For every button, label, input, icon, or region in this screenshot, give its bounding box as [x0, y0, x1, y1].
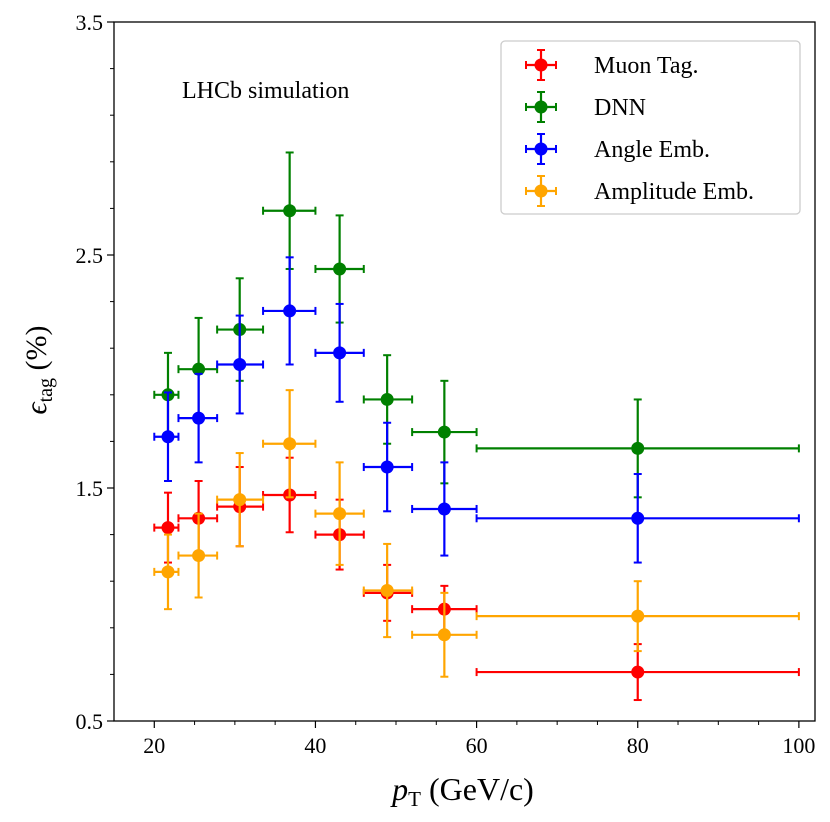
y-tick-label: 0.5 — [76, 709, 104, 734]
x-tick-label: 60 — [466, 733, 488, 758]
legend-item: Amplitude Emb. — [525, 175, 754, 207]
data-point — [380, 460, 394, 474]
legend-items: Muon Tag. DNN Angle Emb. Amplitude Emb. — [525, 49, 754, 207]
legend-label: Amplitude Emb. — [594, 179, 754, 205]
legend-label: Muon Tag. — [594, 53, 699, 79]
data-point — [233, 493, 247, 507]
y-axis-label-symbol: ϵ — [20, 401, 53, 415]
data-point — [283, 437, 297, 451]
data-point — [333, 262, 347, 276]
y-axis-label-subscript: tag — [35, 378, 57, 402]
y-tick-label: 2.5 — [76, 243, 104, 268]
data-point — [233, 358, 247, 372]
data-point — [192, 549, 206, 563]
series-angle-emb — [153, 256, 800, 564]
series-layer — [153, 151, 800, 702]
data-point — [161, 565, 175, 579]
legend-marker-dot — [534, 184, 548, 198]
data-point — [631, 609, 645, 623]
x-axis-label-symbol: p — [390, 771, 408, 807]
legend-item: Angle Emb. — [525, 133, 710, 165]
legend-box — [500, 40, 801, 215]
data-point — [380, 392, 394, 406]
data-point — [631, 511, 645, 525]
series-muon-tag — [153, 456, 800, 702]
data-point — [631, 665, 645, 679]
data-point — [437, 425, 451, 439]
data-point — [631, 441, 645, 455]
y-tick-label: 3.5 — [76, 10, 104, 35]
data-point — [161, 521, 175, 535]
data-point — [333, 346, 347, 360]
legend-marker-dot — [534, 100, 548, 114]
x-axis-label-subscript: T — [408, 787, 421, 811]
series-amplitude-emb — [153, 389, 800, 678]
legend: Muon Tag. DNN Angle Emb. Amplitude Emb. — [500, 40, 801, 215]
data-point — [192, 362, 206, 376]
data-point — [192, 411, 206, 425]
legend-label: Angle Emb. — [594, 137, 710, 163]
data-point — [380, 584, 394, 598]
x-axis-label-unit: (GeV/c) — [421, 771, 534, 807]
legend-marker-dot — [534, 142, 548, 156]
legend-label: DNN — [594, 95, 646, 121]
data-point — [161, 430, 175, 444]
data-point — [437, 628, 451, 642]
legend-marker-dot — [534, 58, 548, 72]
x-axis-label: pT (GeV/c) — [390, 771, 534, 811]
legend-item: DNN — [525, 91, 646, 123]
x-tick-label: 40 — [304, 733, 326, 758]
data-point — [437, 502, 451, 516]
data-point — [283, 304, 297, 318]
x-tick-label: 20 — [143, 733, 165, 758]
y-axis-label-unit: (%) — [20, 325, 53, 377]
plot-area-frame — [113, 21, 816, 722]
data-point — [333, 507, 347, 521]
y-axis-label: ϵtag (%) — [20, 325, 57, 414]
legend-item: Muon Tag. — [525, 49, 699, 81]
data-point — [283, 204, 297, 218]
y-tick-label: 1.5 — [76, 476, 104, 501]
ticks-layer: 20 40 60 80 100 0.5 1.5 2.5 3.5 — [76, 10, 816, 758]
annotation-lhcb-simulation: LHCb simulation — [182, 78, 349, 104]
x-tick-label: 80 — [627, 733, 649, 758]
x-tick-label: 100 — [782, 733, 815, 758]
